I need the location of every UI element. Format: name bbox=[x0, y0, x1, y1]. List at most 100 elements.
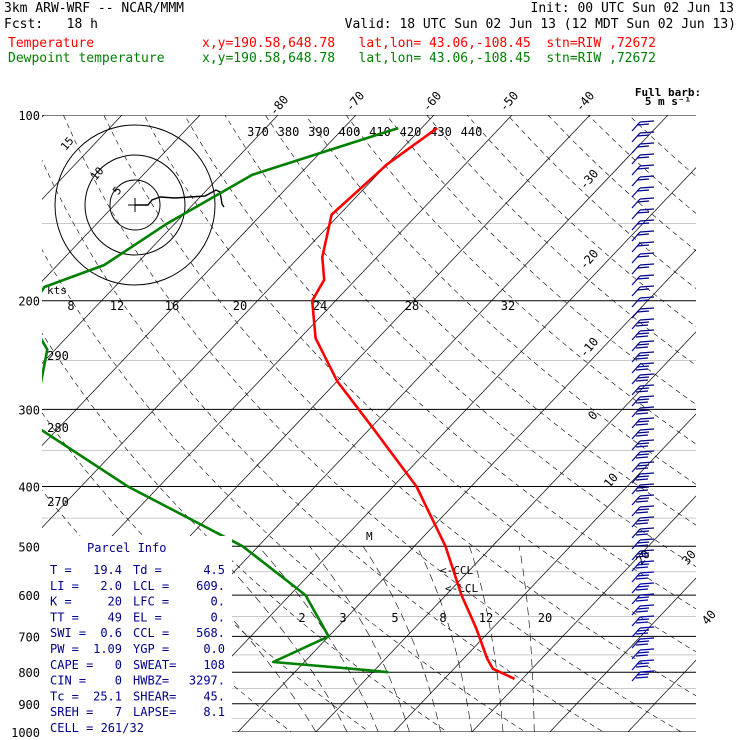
wind-barb bbox=[631, 308, 641, 319]
wind-barb bbox=[635, 401, 649, 404]
wind-barb bbox=[631, 352, 641, 363]
wind-barb bbox=[639, 483, 655, 486]
mixing-ratio-label: 12 bbox=[479, 611, 493, 625]
wind-barb bbox=[639, 175, 655, 178]
wind-barb bbox=[631, 319, 641, 330]
parcel-value: 0.0 bbox=[203, 642, 225, 656]
dry-adiabat bbox=[103, 115, 696, 697]
wind-barb bbox=[636, 409, 650, 412]
wind-barb bbox=[636, 387, 650, 390]
wind-barb bbox=[635, 511, 649, 514]
wind-barb bbox=[635, 368, 649, 371]
wind-barb bbox=[636, 134, 650, 137]
forecast-hour: Fcst: 18 h bbox=[4, 17, 98, 32]
wind-barb bbox=[639, 560, 655, 563]
wind-barb bbox=[636, 530, 650, 533]
isotherm-line bbox=[237, 249, 696, 732]
parcel-value: 20 bbox=[108, 595, 122, 609]
moist-adiabat bbox=[210, 546, 348, 732]
wind-barb bbox=[639, 373, 655, 376]
wind-barb bbox=[639, 417, 655, 420]
wind-barb bbox=[631, 440, 641, 451]
wind-barb bbox=[639, 329, 655, 332]
theta-label: 290 bbox=[47, 349, 69, 363]
parcel-label: CAPE = bbox=[50, 658, 93, 672]
dewpoint-location: x,y=190.58,648.78 lat,lon= 43.06,-108.45… bbox=[202, 51, 656, 66]
moist-adiabat bbox=[469, 546, 504, 732]
wind-barb bbox=[636, 464, 650, 467]
wind-barb bbox=[635, 599, 649, 602]
wind-barb bbox=[631, 649, 641, 660]
parcel-value: 25.1 bbox=[93, 689, 122, 703]
wind-barb bbox=[639, 604, 655, 607]
wind-barb bbox=[631, 517, 641, 528]
pressure-tick-label: 200 bbox=[18, 295, 40, 309]
isotherm-line bbox=[159, 167, 696, 732]
wind-barb bbox=[631, 550, 641, 561]
temperature-tick-label: -10 bbox=[577, 335, 602, 361]
wind-barb bbox=[635, 544, 649, 547]
wind-barb bbox=[639, 252, 655, 255]
wind-barb bbox=[639, 120, 655, 123]
speed-tick-label: 16 bbox=[165, 299, 179, 313]
wind-barb bbox=[636, 662, 650, 665]
wind-barb bbox=[631, 264, 641, 275]
parcel-label: SREH = bbox=[50, 705, 93, 719]
speed-tick-label: 12 bbox=[110, 299, 124, 313]
wind-barb bbox=[639, 230, 655, 233]
wind-barb bbox=[636, 585, 650, 588]
wind-barb bbox=[631, 495, 641, 506]
wind-barb bbox=[636, 189, 650, 192]
wind-barb bbox=[636, 310, 650, 313]
wind-barb bbox=[635, 357, 649, 360]
wind-barb bbox=[636, 519, 650, 522]
temperature-line bbox=[310, 127, 516, 680]
pressure-tick-label: 700 bbox=[18, 630, 40, 644]
wind-barb bbox=[639, 549, 655, 552]
series bbox=[42, 126, 516, 680]
parcel-label: CIN = bbox=[50, 674, 86, 688]
wind-barb bbox=[639, 131, 655, 134]
isotherm-line bbox=[42, 115, 357, 447]
speed-tick-label: 32 bbox=[501, 299, 515, 313]
dry-adiabat bbox=[184, 115, 696, 610]
dry-adiabat bbox=[224, 115, 696, 567]
wind-barb bbox=[639, 637, 655, 640]
wind-barb bbox=[636, 321, 650, 324]
wind-barb bbox=[631, 374, 641, 385]
wind-barb bbox=[635, 434, 649, 437]
wind-barb bbox=[636, 222, 650, 225]
parcel-label: TT = bbox=[50, 610, 79, 624]
parcel-label: LCL = bbox=[133, 579, 169, 593]
wind-barb bbox=[635, 555, 649, 558]
wind-barb bbox=[636, 596, 650, 599]
moist-adiabat bbox=[518, 546, 535, 732]
wind-barb bbox=[631, 660, 641, 671]
wind-barb bbox=[639, 461, 655, 464]
wind-barb bbox=[631, 539, 641, 550]
wind-barb bbox=[639, 527, 655, 530]
theta-label: 270 bbox=[47, 495, 69, 509]
wind-barb bbox=[639, 648, 655, 651]
wind-barb bbox=[631, 165, 641, 176]
isotherm-line bbox=[42, 115, 435, 529]
wind-barb bbox=[635, 467, 649, 470]
wind-barb bbox=[631, 220, 641, 231]
dry-adiabat bbox=[63, 115, 682, 732]
wind-barb bbox=[639, 428, 655, 431]
parcel-label: EL = bbox=[133, 610, 162, 624]
wind-barb bbox=[636, 277, 650, 280]
wind-barb bbox=[635, 445, 649, 448]
wind-barb bbox=[631, 286, 641, 297]
wind-barb bbox=[639, 318, 655, 321]
parcel-value: 0 bbox=[115, 658, 122, 672]
isotherm-line bbox=[393, 413, 696, 732]
wind-barb bbox=[639, 263, 655, 266]
wind-barb bbox=[636, 552, 650, 555]
hodograph-ring-label: 15 bbox=[58, 134, 76, 153]
wind-barb bbox=[631, 418, 641, 429]
wind-barb bbox=[639, 626, 655, 629]
temperature-tick-label: -80 bbox=[267, 93, 292, 119]
wind-barb bbox=[636, 497, 650, 500]
